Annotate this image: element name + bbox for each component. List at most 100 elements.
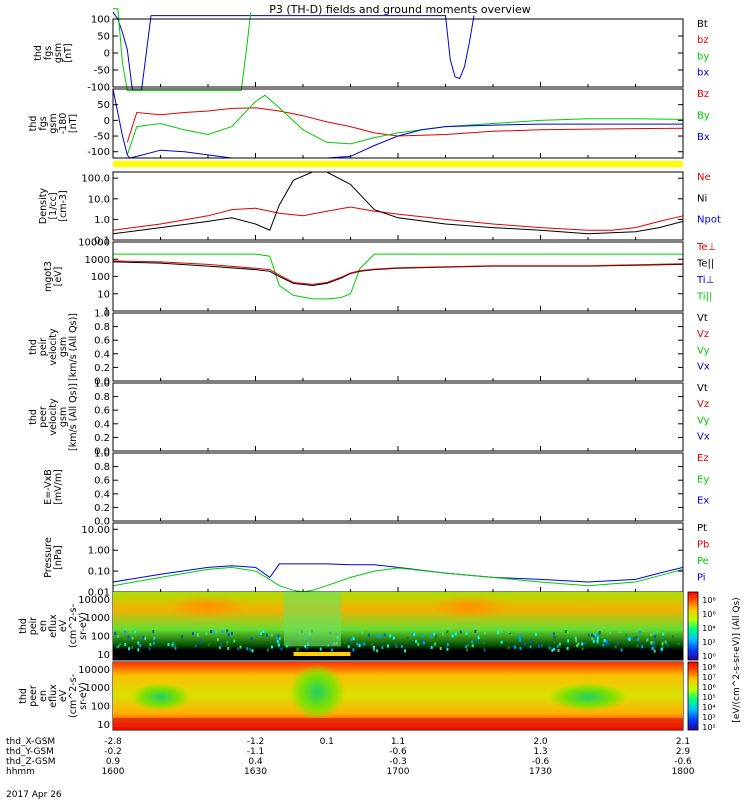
legend-entry: Vt bbox=[697, 313, 708, 324]
ion-spectrogram-speck bbox=[233, 639, 235, 642]
ion-spectrogram-speck bbox=[377, 634, 379, 637]
ion-spectrogram-speck bbox=[361, 631, 363, 634]
ion-spectrogram-speck bbox=[134, 631, 136, 634]
ion-spectrogram-speck bbox=[541, 644, 543, 647]
colorbar-tick-label: 10² bbox=[702, 638, 715, 647]
ion-spectrogram-speck bbox=[597, 637, 599, 640]
y-tick-label: 100 bbox=[91, 15, 110, 26]
series-fgs-by bbox=[113, 9, 251, 91]
x-axis-value: 2.9 bbox=[676, 747, 691, 757]
y-tick-label: -50 bbox=[94, 66, 110, 77]
plot-title: P3 (TH-D) fields and ground moments over… bbox=[269, 3, 531, 16]
ion-spectrogram-speck bbox=[387, 644, 389, 647]
ion-spectrogram-speck bbox=[195, 644, 197, 647]
x-axis-value: 1630 bbox=[244, 767, 267, 777]
y-tick-label: 0.4 bbox=[94, 349, 110, 360]
legend-entry: Ne bbox=[697, 172, 711, 183]
ion-spectrogram-speck bbox=[139, 644, 141, 647]
ion-spectrogram-speck bbox=[152, 630, 154, 633]
panel-frame bbox=[113, 383, 683, 451]
ion-spectrogram-speck bbox=[174, 644, 176, 647]
ion-spectrogram-speck bbox=[651, 647, 653, 650]
series-fgm-By bbox=[127, 95, 683, 155]
ion-spectrogram-speck bbox=[532, 638, 534, 641]
x-axis-row-label: thd_Y-GSM bbox=[6, 747, 54, 757]
ion-spectrogram-speck bbox=[114, 632, 116, 635]
electron-flux-hole bbox=[289, 664, 345, 720]
y-tick-label: 0.4 bbox=[94, 489, 110, 500]
ion-spectrogram-speck bbox=[423, 641, 425, 644]
series-fgm-Bx bbox=[113, 89, 683, 158]
x-axis-value: -0.3 bbox=[389, 757, 407, 767]
y-axis-label: [nT] bbox=[63, 43, 74, 62]
ion-spectrogram-speck bbox=[117, 635, 119, 638]
colorbar-lower bbox=[688, 662, 698, 730]
electron-flux-hole bbox=[548, 683, 628, 711]
ion-spectrogram-speck bbox=[128, 635, 130, 638]
ion-spectrogram-speck bbox=[132, 637, 134, 640]
ion-spectrogram-speck bbox=[530, 639, 532, 642]
ion-spectrogram-speck bbox=[641, 645, 643, 648]
ion-spectrogram-speck bbox=[567, 639, 569, 642]
ion-spectrogram-speck bbox=[635, 636, 637, 639]
ion-spectrogram-speck bbox=[621, 648, 623, 651]
y-tick-label: 10000 bbox=[78, 238, 110, 249]
ion-spectrogram-speck bbox=[646, 638, 648, 641]
y-axis-label: [eV] bbox=[53, 267, 64, 287]
y-tick-label: 100 bbox=[91, 702, 110, 713]
y-tick-label: 1.0 bbox=[94, 215, 110, 226]
ion-spectrogram-speck bbox=[584, 642, 586, 645]
date-label: 2017 Apr 26 bbox=[6, 790, 62, 800]
ion-spectrogram-speck bbox=[262, 633, 264, 636]
ion-spectrogram-speck bbox=[208, 643, 210, 646]
y-tick-label: 1.0 bbox=[94, 379, 110, 390]
ion-spectrogram-speck bbox=[593, 640, 595, 643]
colorbar-label: [eV/(cm^2-s-sr-eV)] (All Qs) bbox=[732, 597, 742, 722]
ion-spectrogram-speck bbox=[657, 631, 659, 634]
ion-spectrogram-speck bbox=[413, 633, 415, 636]
y-tick-label: 10.00 bbox=[81, 525, 110, 536]
ion-spectrogram-speck bbox=[149, 643, 151, 646]
ion-spectrogram-speck bbox=[557, 645, 559, 648]
panel-peer_velocity: 1.00.80.60.40.20.0thd peer velocity gsm [km/… bbox=[28, 379, 710, 458]
x-axis-value: 1700 bbox=[387, 767, 410, 777]
ion-spectrogram-speck bbox=[415, 640, 417, 643]
spectrogram-images bbox=[113, 592, 683, 730]
x-axis-value: 2.0 bbox=[533, 737, 548, 747]
x-axis-value: -0.6 bbox=[532, 757, 550, 767]
series-fgm-Bz bbox=[127, 108, 683, 143]
ion-spectrogram-speck bbox=[153, 637, 155, 640]
x-axis-value: 1.1 bbox=[391, 737, 405, 747]
y-tick-label: 0.4 bbox=[94, 419, 110, 430]
ion-spectrogram-speck bbox=[471, 640, 473, 643]
legend-entry: Ez bbox=[697, 453, 709, 464]
ion-spectrogram-speck bbox=[466, 632, 468, 635]
ion-spectrogram-speck bbox=[384, 634, 386, 637]
ion-spectrogram-speck bbox=[553, 641, 555, 644]
ion-spectrogram-speck bbox=[565, 630, 567, 633]
ion-spectrogram-speck bbox=[474, 630, 476, 633]
legend-entry: Bt bbox=[697, 19, 708, 30]
ion-spectrogram-speck bbox=[639, 631, 641, 634]
ion-spectrogram-speck bbox=[368, 634, 370, 637]
panel-efield: 1.00.80.60.40.20.0E=-VxB [mV/m]EzEyEx bbox=[43, 449, 709, 528]
panel-pressure: 10.001.000.100.01Pressure [nPa]PtPbPePi bbox=[43, 523, 709, 599]
ion-spectrogram-speck bbox=[373, 646, 375, 649]
ion-spectrogram-speck bbox=[168, 643, 170, 646]
ion-spectrogram-speck bbox=[331, 649, 333, 652]
ion-spectrogram-speck bbox=[371, 643, 373, 646]
quality-bar bbox=[113, 161, 683, 167]
x-axis-value: 0.4 bbox=[248, 757, 263, 767]
ion-spectrogram-speck bbox=[514, 646, 516, 649]
colorbar-tick-label: 10⁵ bbox=[702, 693, 715, 702]
x-axis-row-label: hhmm bbox=[6, 767, 35, 777]
x-axis-row-label: thd_Z-GSM bbox=[6, 757, 55, 767]
y-tick-label: -50 bbox=[94, 132, 110, 143]
ion-low-energy-band bbox=[294, 652, 351, 656]
colorbar: [eV/(cm^2-s-sr-eV)] (All Qs) 10⁸10⁶10⁴10… bbox=[688, 592, 742, 732]
ion-spectrogram-speck bbox=[609, 631, 611, 634]
ion-spectrogram-speck bbox=[581, 643, 583, 646]
colorbar-tick-label: 10⁶ bbox=[702, 683, 715, 692]
ion-spectrogram-speck bbox=[131, 646, 133, 649]
series-density-Ni bbox=[113, 172, 683, 234]
